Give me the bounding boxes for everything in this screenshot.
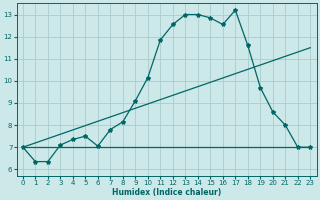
X-axis label: Humidex (Indice chaleur): Humidex (Indice chaleur)	[112, 188, 221, 197]
